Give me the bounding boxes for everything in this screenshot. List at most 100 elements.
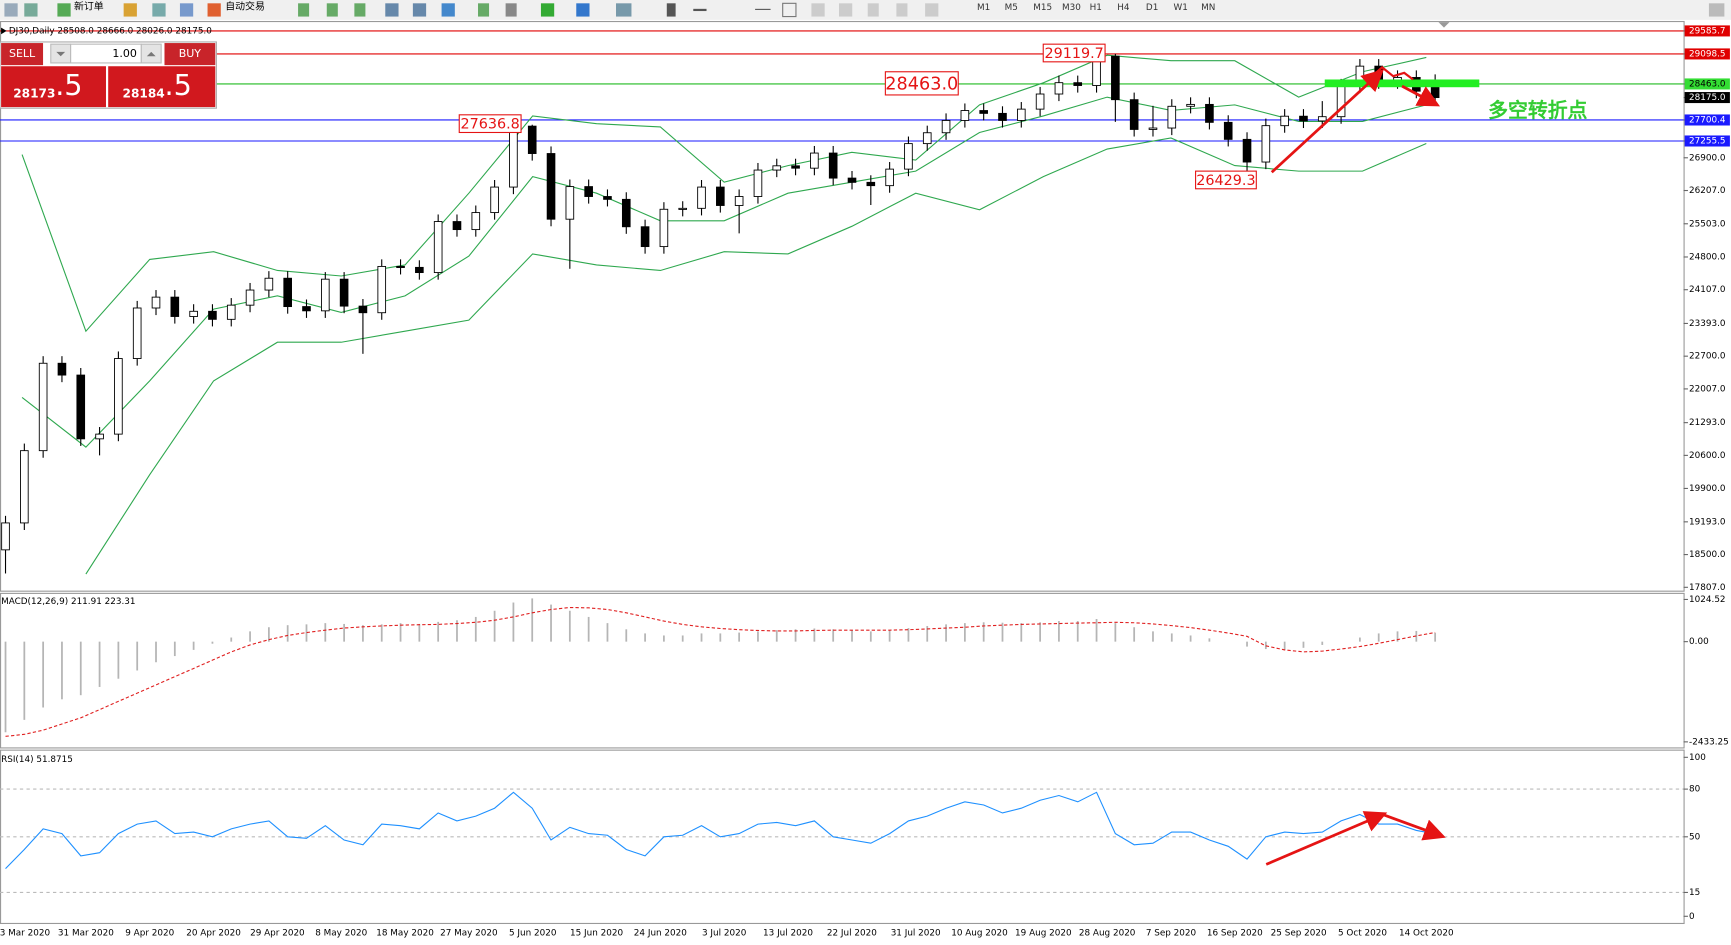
toolbar-icon[interactable] bbox=[412, 3, 427, 17]
toolbar-icon[interactable] bbox=[666, 3, 676, 17]
buy-price-box[interactable] bbox=[108, 66, 216, 108]
sell-price-box[interactable] bbox=[1, 66, 106, 108]
toolbar-icon[interactable] bbox=[782, 2, 797, 18]
candle-body bbox=[1129, 99, 1139, 130]
y-tick-label: 27255.5 bbox=[1689, 136, 1726, 146]
auto-trading-icon[interactable] bbox=[207, 3, 221, 17]
x-tick-label: 14 Oct 2020 bbox=[1399, 928, 1454, 938]
x-tick-label: 20 Apr 2020 bbox=[186, 928, 241, 938]
toolbar-icon[interactable] bbox=[616, 3, 632, 17]
candle-body bbox=[1223, 121, 1233, 140]
toolbar-icon[interactable] bbox=[123, 3, 137, 17]
label-layer: 29585.7 29098.5 28463.0 28175.0 27700.4 27255… bbox=[0, 25, 1730, 938]
y-tick-label: 28175.0 bbox=[1689, 93, 1726, 103]
timeframe-button[interactable]: M30 bbox=[1062, 3, 1081, 13]
x-tick-label: 31 Mar 2020 bbox=[58, 928, 114, 938]
toolbar-icon[interactable] bbox=[326, 3, 338, 17]
resistance-zone bbox=[1324, 79, 1480, 88]
candle-body bbox=[189, 310, 198, 317]
level-tag bbox=[1684, 78, 1730, 90]
toolbar-icon[interactable] bbox=[867, 3, 879, 17]
y-tick-label: 22700.0 bbox=[1689, 352, 1726, 362]
candle-body bbox=[38, 362, 48, 452]
candle-body bbox=[396, 265, 405, 268]
y-tick-label: 15 bbox=[1689, 888, 1700, 898]
toolbar-icon[interactable] bbox=[1708, 3, 1725, 17]
buy-label[interactable]: BUY bbox=[179, 47, 202, 60]
candle-body bbox=[866, 181, 876, 187]
toolbar-icon[interactable] bbox=[896, 3, 908, 17]
candle-body bbox=[697, 186, 706, 209]
candle-body bbox=[114, 358, 123, 435]
toolbar-icon[interactable] bbox=[179, 3, 194, 17]
ask-price[interactable]: 28184 bbox=[123, 86, 165, 100]
timeframe-button[interactable]: H4 bbox=[1117, 3, 1130, 13]
y-tick-label: 24107.0 bbox=[1689, 285, 1726, 295]
toolbar-icon[interactable] bbox=[755, 8, 771, 10]
candle-body bbox=[734, 196, 744, 206]
timeframe-button[interactable]: M15 bbox=[1033, 3, 1052, 13]
lot-increase-icon bbox=[146, 51, 156, 57]
y-tick-label: 80 bbox=[1689, 785, 1701, 795]
y-tick-label: 17807.0 bbox=[1689, 583, 1726, 593]
ask-fraction[interactable]: .5 bbox=[164, 68, 191, 102]
candle-body bbox=[1148, 127, 1158, 130]
timeframe-button[interactable]: MN bbox=[1201, 3, 1215, 13]
toolbar-icon[interactable] bbox=[693, 8, 707, 12]
toolbar-icon[interactable] bbox=[925, 3, 939, 17]
toolbar-icon[interactable] bbox=[576, 3, 590, 17]
toolbar-icon[interactable] bbox=[152, 3, 166, 17]
new-order-button[interactable]: 新订单 bbox=[74, 0, 104, 13]
bid-price[interactable]: 28173 bbox=[13, 86, 55, 100]
candle-body bbox=[1205, 103, 1214, 123]
trend-arrow bbox=[1401, 84, 1441, 107]
x-tick-label: 18 May 2020 bbox=[376, 928, 434, 938]
toolbar-icon[interactable] bbox=[354, 3, 366, 17]
candle-body bbox=[1186, 103, 1195, 107]
lot-value[interactable]: 1.00 bbox=[112, 47, 137, 60]
sell-button[interactable] bbox=[1, 43, 44, 66]
candle-body bbox=[76, 374, 86, 440]
timeframe-button[interactable]: M5 bbox=[1005, 3, 1018, 13]
candle-body bbox=[922, 132, 932, 145]
candle-body bbox=[415, 266, 424, 274]
x-tick-label: 23 Mar 2020 bbox=[0, 928, 50, 938]
toolbar-icon[interactable] bbox=[505, 3, 517, 17]
toolbar-icon[interactable] bbox=[540, 3, 555, 17]
toolbar-icon[interactable] bbox=[4, 3, 18, 17]
price-callout: 27636.8 bbox=[460, 117, 519, 133]
trend-zigzag bbox=[1372, 65, 1414, 81]
rsi-arrow bbox=[1265, 811, 1388, 866]
timeframe-button[interactable]: W1 bbox=[1174, 3, 1188, 13]
buy-button[interactable] bbox=[164, 43, 216, 66]
bid-fraction[interactable]: .5 bbox=[55, 68, 82, 102]
y-tick-label: 19193.0 bbox=[1689, 517, 1726, 527]
new-order-icon[interactable] bbox=[57, 3, 71, 17]
x-tick-label: 28 Aug 2020 bbox=[1079, 928, 1136, 938]
sell-label[interactable]: SELL bbox=[9, 47, 36, 60]
y-tick-label: 24800.0 bbox=[1689, 252, 1726, 262]
turning-point-note: 多空转折点 bbox=[1488, 99, 1587, 122]
candle-body bbox=[1, 522, 10, 551]
toolbar-icon[interactable] bbox=[298, 3, 310, 17]
y-tick-label: 29585.7 bbox=[1689, 26, 1726, 36]
toolbar-icon[interactable] bbox=[441, 3, 455, 17]
toolbar-icon[interactable] bbox=[811, 3, 825, 17]
x-tick-label: 29 Apr 2020 bbox=[250, 928, 305, 938]
toolbar-icon[interactable] bbox=[385, 3, 399, 17]
x-tick-label: 5 Jun 2020 bbox=[509, 928, 557, 938]
timeframe-button[interactable]: M1 bbox=[977, 3, 990, 13]
candle-body bbox=[452, 221, 462, 231]
candle-body bbox=[245, 289, 255, 306]
macd-panel bbox=[0, 592, 1685, 749]
timeframe-button[interactable]: H1 bbox=[1090, 3, 1102, 13]
chart-title: DJ30,Daily 28508.0 28666.0 28026.0 28175… bbox=[9, 26, 212, 36]
toolbar-icon[interactable] bbox=[24, 3, 38, 17]
candle-body bbox=[1280, 115, 1289, 127]
candle-body bbox=[509, 125, 518, 188]
toolbar-icon[interactable] bbox=[839, 3, 853, 17]
timeframe-button[interactable]: D1 bbox=[1146, 3, 1158, 13]
toolbar-icon[interactable] bbox=[478, 3, 490, 17]
auto-trading-button[interactable]: 自动交易 bbox=[225, 0, 265, 13]
